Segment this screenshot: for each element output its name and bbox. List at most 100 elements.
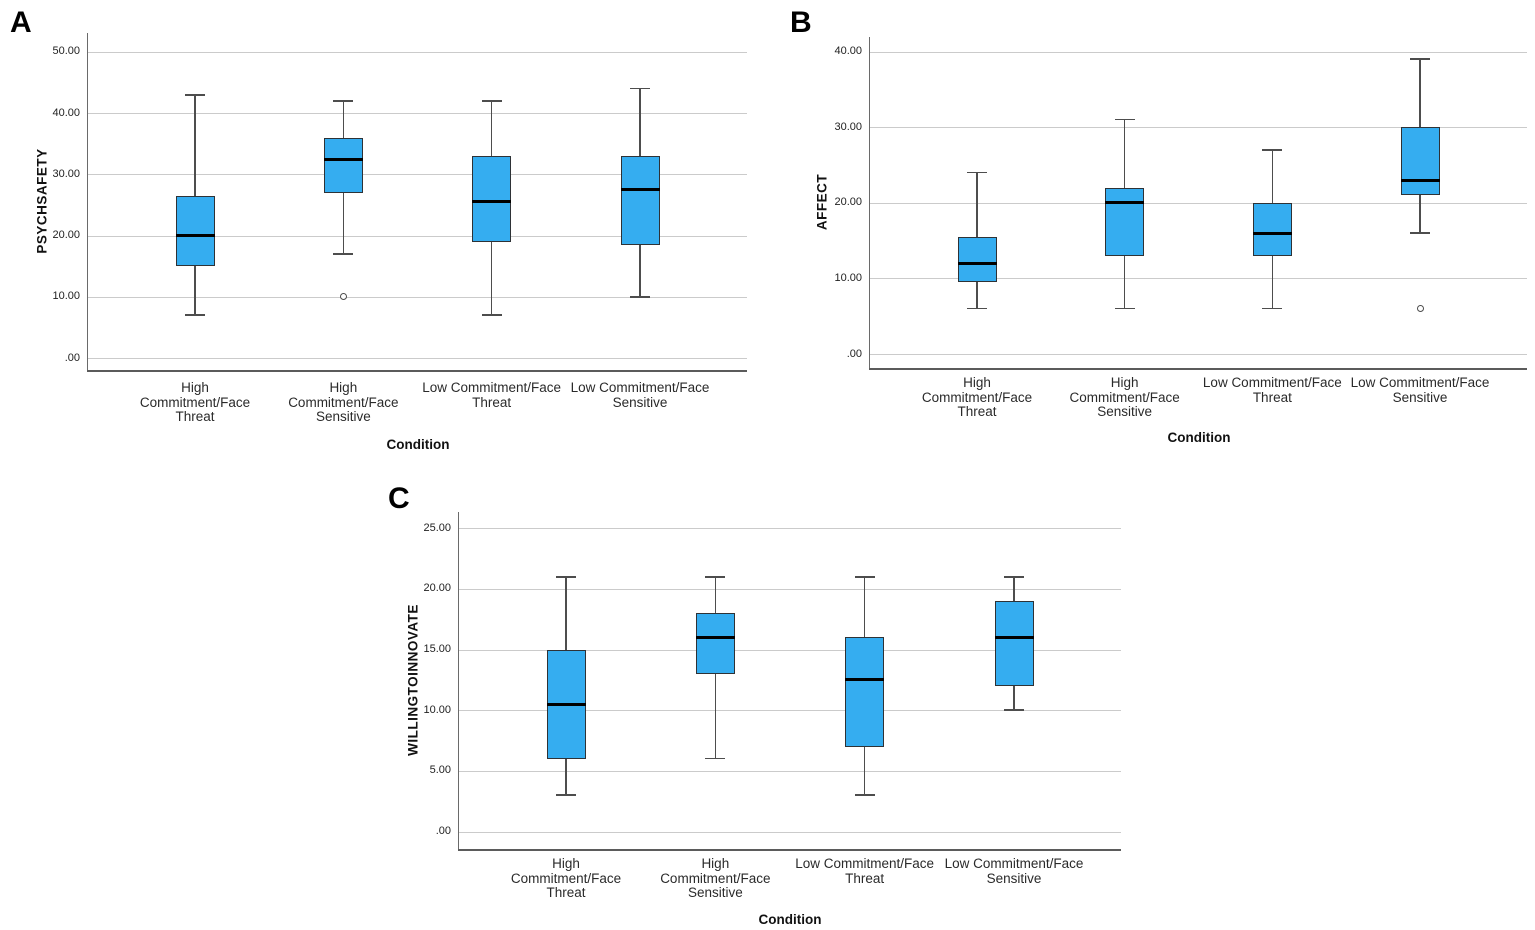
whisker-cap-top [556, 576, 576, 578]
y-tick-label: 20.00 [834, 196, 862, 209]
whisker-upper [714, 576, 717, 614]
y-tick-label: 30.00 [52, 167, 80, 180]
y-axis-line [868, 37, 870, 368]
whisker-cap-bottom [333, 253, 354, 255]
category-label: High Commitment/Face Sensitive [288, 380, 399, 424]
y-tick-label: .00 [64, 351, 80, 364]
boxplot-box [472, 156, 512, 242]
whisker-cap-top [1262, 149, 1283, 151]
boxplot-box [845, 637, 885, 747]
y-tick-label: 15.00 [423, 643, 451, 656]
y-tick-label: 30.00 [834, 120, 862, 133]
whisker-cap-bottom [854, 794, 875, 796]
whisker-upper [1271, 149, 1274, 203]
whisker-cap-bottom [1262, 307, 1283, 310]
whisker-lower [639, 244, 641, 297]
gridline [88, 174, 747, 176]
whisker-cap-top [705, 576, 726, 578]
boxplot-box [175, 195, 215, 267]
category-label: High Commitment/Face Sensitive [660, 856, 771, 900]
category-label: Low Commitment/Face Threat [795, 856, 935, 886]
whisker-upper [565, 576, 567, 650]
x-axis-line [457, 849, 1121, 851]
whisker-lower [1013, 685, 1015, 711]
boxplot-box [1252, 202, 1292, 256]
whisker-cap-bottom [185, 314, 205, 316]
whisker-lower [565, 758, 567, 796]
gridline [459, 528, 1121, 530]
gridline [88, 358, 747, 359]
median-line [1105, 201, 1145, 205]
plot-area-a: .00 10.00 20.00 30.00 40.00 50.00 High Commitm… [52, 33, 747, 424]
whisker-cap-top [854, 576, 875, 578]
panel-label-b: B [790, 6, 812, 39]
gridline [870, 202, 1527, 204]
whisker-cap-top [1410, 58, 1430, 60]
whisker-cap-bottom [967, 307, 987, 310]
whisker-cap-top [481, 100, 502, 102]
gridline [459, 770, 1121, 772]
gridline [88, 51, 747, 53]
gridline [459, 588, 1121, 590]
whisker-cap-bottom [630, 296, 650, 298]
whisker-cap-bottom [1004, 709, 1024, 711]
x-axis-title-condition-a: Condition [386, 437, 450, 452]
y-tick-label: 50.00 [52, 45, 80, 58]
whisker-cap-top [1114, 118, 1135, 121]
whisker-cap-top [630, 87, 650, 90]
boxplot-box [994, 601, 1034, 686]
whisker-cap-top [185, 94, 205, 96]
category-label: Low Commitment/Face Sensitive [570, 380, 710, 410]
median-line [175, 234, 215, 238]
whisker-cap-bottom [481, 314, 502, 316]
gridline [870, 51, 1527, 53]
category-label: Low Commitment/Face Threat [422, 380, 562, 410]
whisker-lower [194, 266, 196, 316]
whisker-lower [1419, 195, 1421, 234]
median-line [695, 635, 735, 639]
whisker-upper [1419, 59, 1421, 128]
y-axis-title-willingtoinnovate: WILLINGTOINNOVATE [405, 604, 421, 756]
whisker-cap-top [1004, 576, 1024, 578]
median-line [957, 261, 997, 265]
y-tick-label: 40.00 [834, 45, 862, 58]
y-tick-label: 25.00 [423, 521, 451, 534]
whisker-cap-bottom [556, 794, 576, 796]
whisker-lower [976, 282, 978, 309]
category-label: High Commitment/Face Sensitive [1069, 375, 1180, 419]
whisker-upper [1013, 576, 1015, 602]
x-axis-line [868, 368, 1527, 370]
boxplot-box [323, 137, 363, 193]
y-tick-label: .00 [846, 347, 862, 360]
whisker-upper [976, 172, 978, 237]
median-line [994, 635, 1034, 639]
outlier-point [339, 293, 347, 301]
boxplot-box [1400, 127, 1440, 196]
category-label: Low Commitment/Face Sensitive [944, 856, 1084, 886]
x-axis-line [86, 370, 747, 372]
gridline [459, 649, 1121, 651]
median-line [323, 157, 363, 161]
panel-label-c: C [388, 482, 410, 515]
whisker-cap-top [333, 100, 354, 102]
whisker-upper [1123, 119, 1126, 188]
median-line [1252, 231, 1292, 235]
whisker-upper [863, 576, 866, 638]
whisker-upper [490, 100, 493, 157]
gridline [870, 278, 1527, 280]
whisker-upper [342, 100, 345, 138]
median-line [845, 678, 885, 682]
category-label: High Commitment/Face Threat [921, 375, 1033, 419]
median-line [1400, 178, 1440, 182]
median-line [472, 200, 512, 204]
y-axis-line [457, 512, 459, 849]
whisker-upper [639, 88, 641, 156]
whisker-lower [863, 746, 866, 796]
category-label: Low Commitment/Face Threat [1202, 375, 1342, 405]
boxplot-box [957, 236, 997, 283]
gridline [88, 296, 747, 298]
category-label: High Commitment/Face Threat [510, 856, 622, 900]
whisker-lower [714, 673, 717, 759]
boxplot-box [695, 613, 735, 674]
